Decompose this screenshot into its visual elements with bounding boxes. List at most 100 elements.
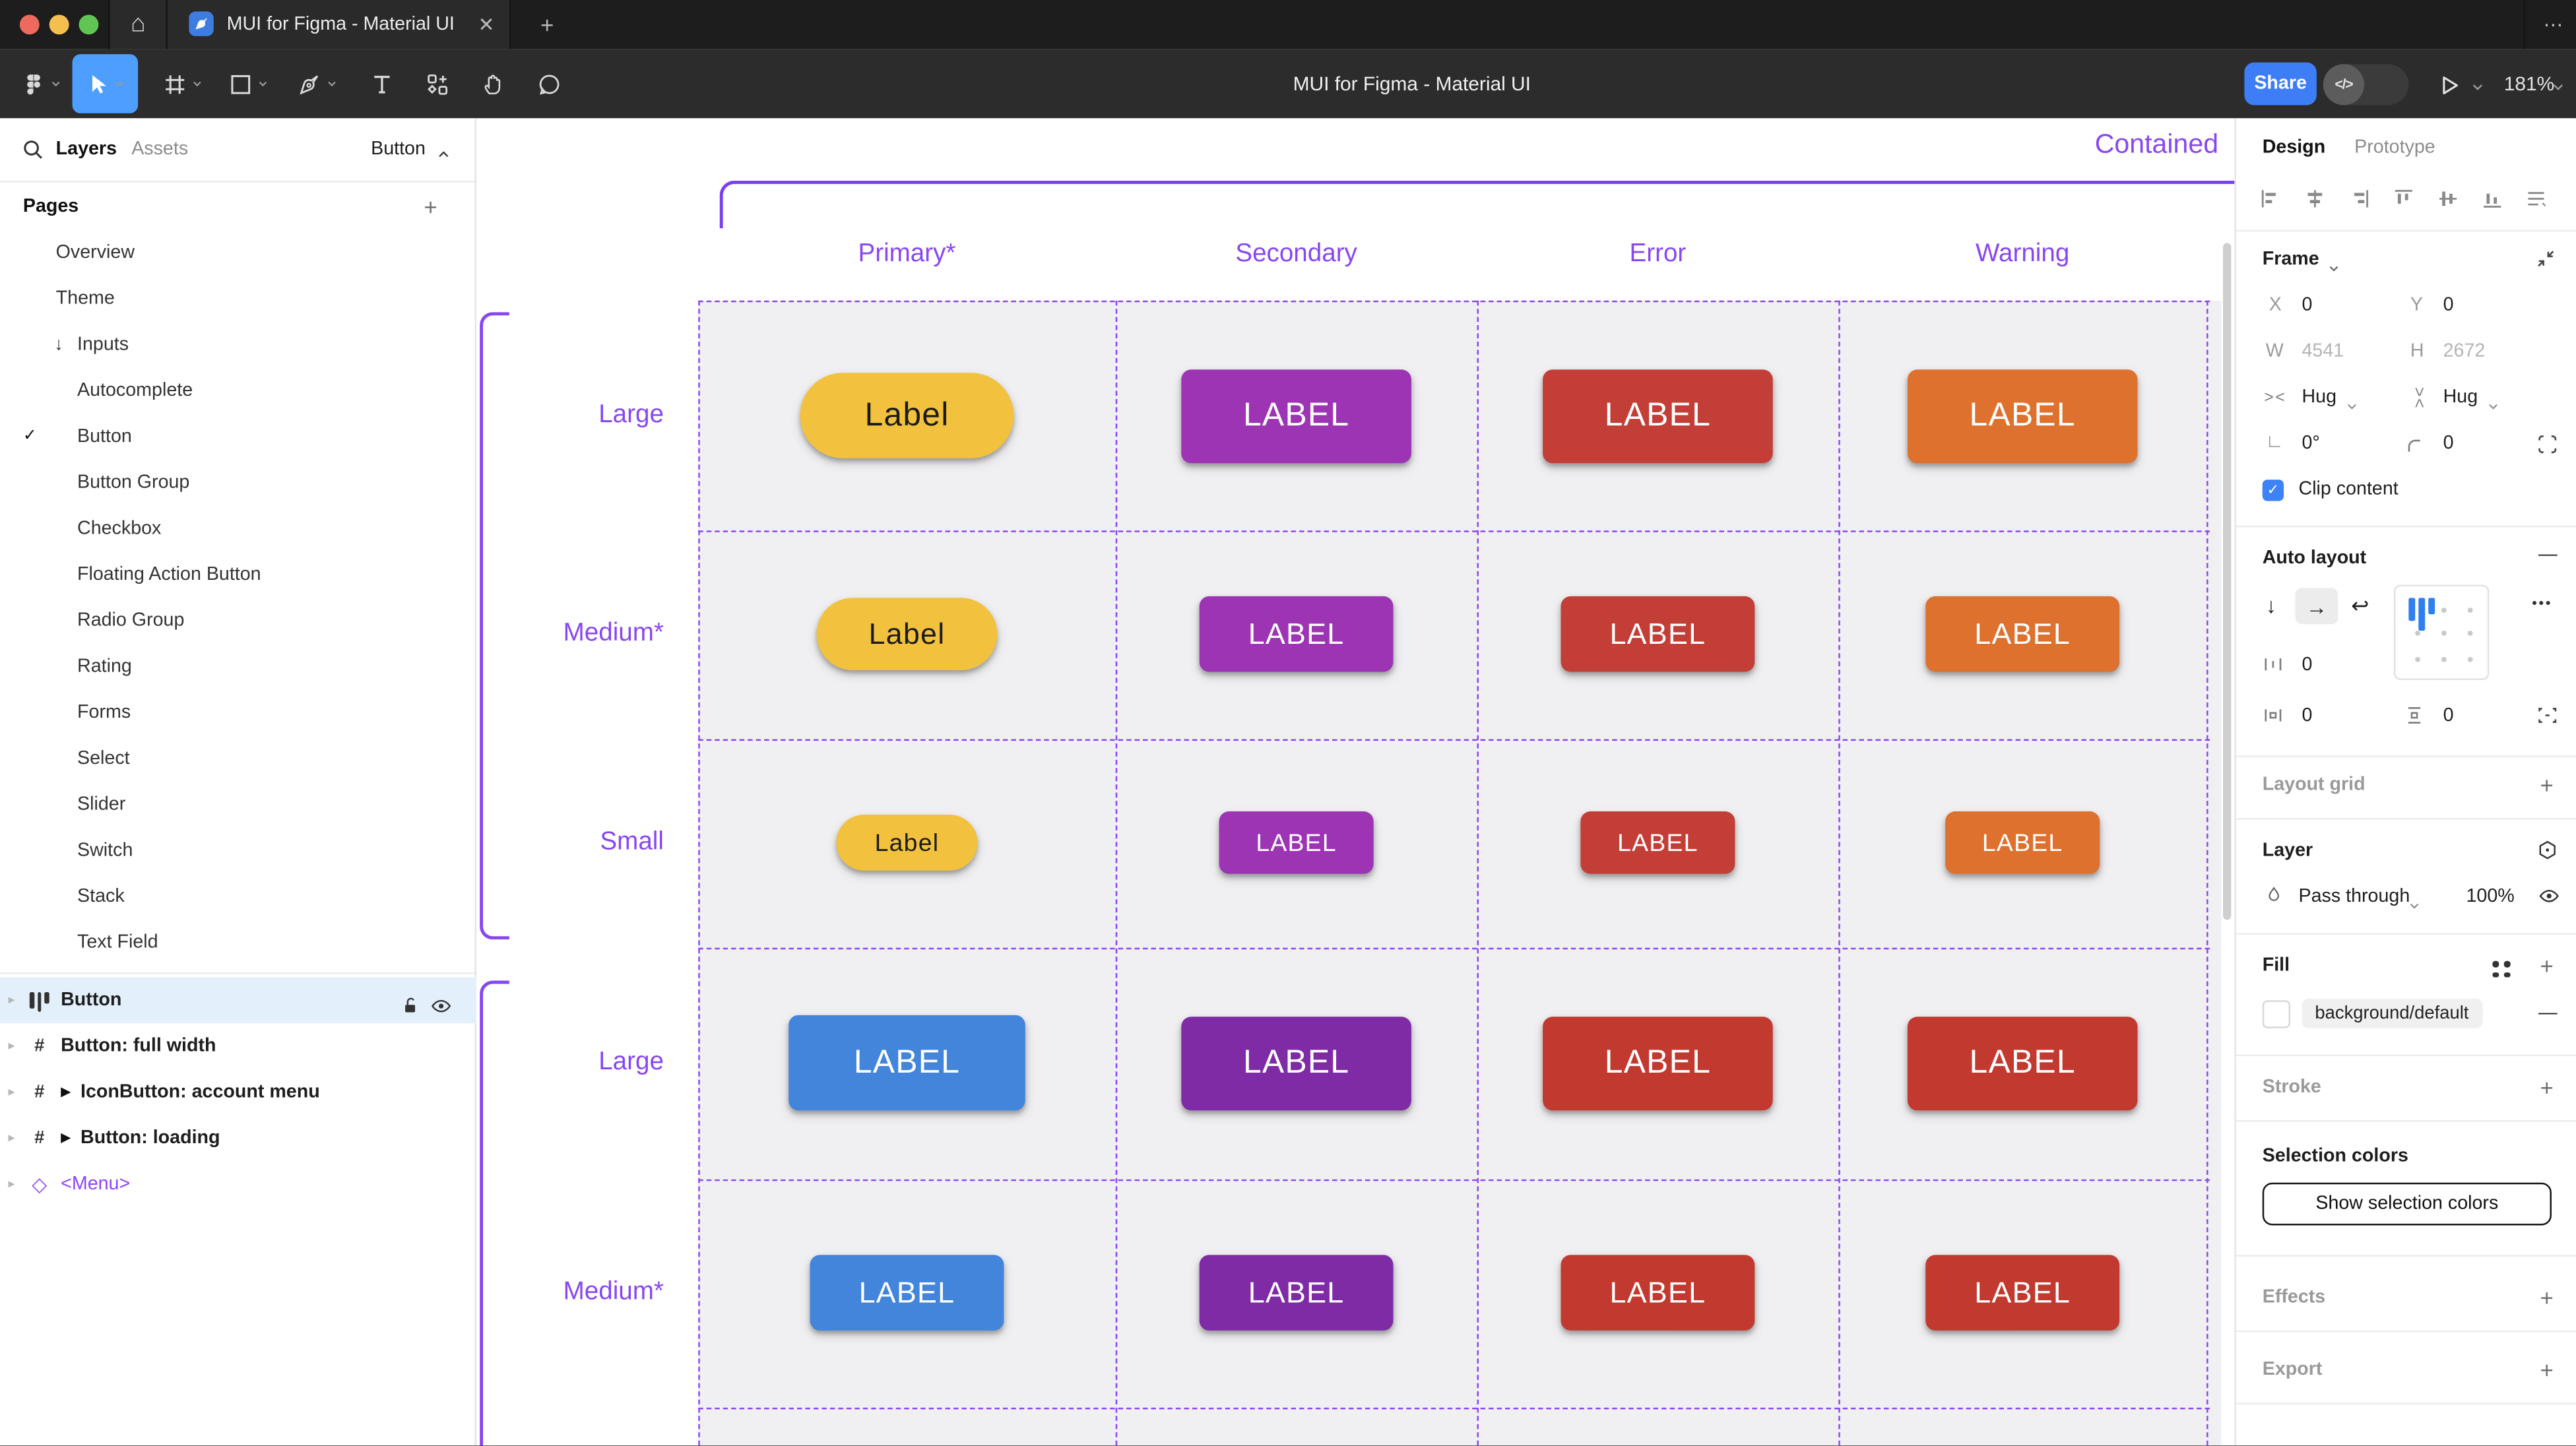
clip-content-checkbox[interactable]: ✓ bbox=[2262, 480, 2284, 501]
sidebar-page-item[interactable]: Switch bbox=[0, 828, 476, 874]
disclosure-triangle-icon[interactable]: ▸ bbox=[8, 1084, 15, 1099]
hug-horizontal-select[interactable]: Hug bbox=[2302, 387, 2337, 408]
present-icon[interactable] bbox=[2438, 49, 2461, 119]
remove-fill-button[interactable]: — bbox=[2538, 1003, 2558, 1024]
canvas-button[interactable]: LABEL bbox=[1907, 1016, 2138, 1110]
layer-row[interactable]: ▸ # Button: loading ▶ bbox=[0, 1116, 476, 1162]
canvas-button[interactable]: LABEL bbox=[1199, 596, 1394, 672]
frame-section-header[interactable]: Frame bbox=[2262, 249, 2319, 270]
unlock-icon[interactable] bbox=[401, 989, 421, 1035]
canvas[interactable]: Contained Primary* Secondary Error Warning La… bbox=[476, 118, 2235, 1446]
gap-input[interactable]: 0 bbox=[2302, 655, 2313, 676]
align-vertical-center-icon[interactable] bbox=[2437, 187, 2460, 218]
rotation-input[interactable]: 0° bbox=[2302, 433, 2320, 454]
disclosure-triangle-icon[interactable]: ▸ bbox=[8, 1038, 15, 1053]
height-input[interactable]: 2672 bbox=[2443, 341, 2486, 362]
canvas-button[interactable]: LABEL bbox=[1181, 1016, 1411, 1110]
auto-layout-alignment-widget[interactable] bbox=[2393, 584, 2490, 680]
sidebar-page-item[interactable]: Floating Action Button bbox=[0, 552, 476, 598]
sidebar-page-item[interactable]: ✓ Button bbox=[0, 414, 476, 460]
sidebar-page-item[interactable]: Slider bbox=[0, 782, 476, 828]
sidebar-page-item[interactable]: Stack bbox=[0, 874, 476, 920]
present-chevron-icon[interactable] bbox=[2469, 51, 2486, 120]
add-export-button[interactable]: + bbox=[2540, 1356, 2554, 1383]
canvas-button[interactable]: Label bbox=[836, 815, 978, 871]
comment-tool[interactable] bbox=[526, 54, 572, 113]
new-tab-button[interactable]: + bbox=[540, 11, 554, 38]
sidebar-page-item[interactable]: Forms bbox=[0, 690, 476, 736]
component-selector[interactable]: Button bbox=[371, 139, 426, 160]
align-horizontal-center-icon[interactable] bbox=[2303, 187, 2327, 218]
fill-token-chip[interactable]: background/default bbox=[2302, 998, 2482, 1028]
show-selection-colors-button[interactable]: Show selection colors bbox=[2262, 1182, 2552, 1226]
frame-tool[interactable] bbox=[154, 54, 210, 113]
disclosure-triangle-icon[interactable]: ▸ bbox=[8, 1130, 15, 1145]
close-tab-icon[interactable]: ✕ bbox=[478, 13, 495, 36]
tab-layers[interactable]: Layers bbox=[55, 139, 117, 160]
chevron-down-icon[interactable] bbox=[2327, 255, 2341, 284]
add-stroke-button[interactable]: + bbox=[2540, 1074, 2554, 1101]
layer-row[interactable]: ▸ ◇ <Menu> bbox=[0, 1161, 476, 1207]
canvas-button[interactable]: LABEL bbox=[1945, 811, 2100, 874]
tidy-up-icon[interactable] bbox=[2525, 187, 2548, 218]
zoom-window-button[interactable] bbox=[79, 15, 99, 35]
zoom-chevron-icon[interactable] bbox=[2550, 51, 2566, 120]
horizontal-padding-input[interactable]: 0 bbox=[2302, 706, 2313, 726]
visibility-eye-icon[interactable] bbox=[430, 989, 451, 1035]
canvas-button[interactable]: LABEL bbox=[1543, 369, 1773, 462]
sidebar-page-item[interactable]: Theme bbox=[0, 276, 476, 322]
remove-auto-layout-button[interactable]: — bbox=[2538, 545, 2558, 565]
hand-tool[interactable] bbox=[470, 54, 516, 113]
visibility-eye-icon[interactable] bbox=[2538, 885, 2560, 915]
corner-radius-input[interactable]: 0 bbox=[2443, 433, 2454, 454]
independent-padding-icon[interactable] bbox=[2537, 705, 2558, 734]
align-right-icon[interactable] bbox=[2348, 187, 2371, 218]
add-fill-button[interactable]: + bbox=[2540, 953, 2554, 980]
canvas-button[interactable]: LABEL bbox=[1580, 811, 1735, 874]
sidebar-page-item[interactable]: Select bbox=[0, 736, 476, 782]
y-input[interactable]: 0 bbox=[2443, 296, 2454, 316]
width-input[interactable]: 4541 bbox=[2302, 341, 2344, 362]
tab-design[interactable]: Design bbox=[2262, 138, 2326, 158]
sidebar-page-item[interactable]: Text Field bbox=[0, 920, 476, 966]
sidebar-page-item[interactable]: Radio Group bbox=[0, 598, 476, 644]
close-window-button[interactable] bbox=[19, 15, 40, 35]
auto-layout-more-icon[interactable]: ••• bbox=[2532, 594, 2553, 612]
fill-styles-icon[interactable] bbox=[2492, 960, 2510, 978]
collapse-panel-icon[interactable] bbox=[2535, 248, 2556, 278]
add-page-button[interactable]: + bbox=[424, 193, 437, 220]
disclosure-triangle-icon[interactable]: ▸ bbox=[8, 991, 15, 1007]
canvas-button[interactable]: LABEL bbox=[1925, 1255, 2120, 1331]
layer-row[interactable]: ▸ Button bbox=[0, 977, 477, 1024]
align-left-icon[interactable] bbox=[2259, 187, 2282, 218]
blend-mode-icon[interactable] bbox=[2537, 839, 2558, 869]
sidebar-page-item[interactable]: Rating bbox=[0, 644, 476, 690]
disclosure-triangle-icon[interactable]: ▸ bbox=[8, 1176, 15, 1191]
canvas-button[interactable]: LABEL bbox=[1181, 369, 1411, 462]
frame-title[interactable]: Contained bbox=[2094, 129, 2219, 160]
align-top-icon[interactable] bbox=[2392, 187, 2415, 218]
share-button[interactable]: Share bbox=[2244, 62, 2317, 106]
window-overflow-menu-button[interactable]: ⋯ bbox=[2543, 13, 2563, 36]
canvas-button[interactable]: LABEL bbox=[1543, 1016, 1773, 1110]
tab-assets[interactable]: Assets bbox=[131, 139, 189, 160]
file-tab[interactable]: MUI for Figma - Material UI ✕ bbox=[167, 0, 509, 49]
shape-tool[interactable] bbox=[220, 54, 276, 113]
sidebar-page-item[interactable]: Button Group bbox=[0, 460, 476, 506]
sidebar-page-item[interactable]: ↓ Inputs bbox=[0, 322, 476, 368]
blend-mode-select[interactable]: Pass through bbox=[2298, 887, 2410, 907]
canvas-button[interactable]: LABEL bbox=[1219, 811, 1374, 874]
text-tool[interactable] bbox=[358, 54, 404, 113]
vertical-padding-input[interactable]: 0 bbox=[2443, 706, 2454, 726]
canvas-button[interactable]: LABEL bbox=[789, 1015, 1025, 1111]
document-title[interactable]: MUI for Figma - Material UI bbox=[1293, 72, 1531, 96]
fill-color-swatch[interactable] bbox=[2262, 1000, 2291, 1028]
zoom-level[interactable]: 181% bbox=[2503, 72, 2555, 96]
x-input[interactable]: 0 bbox=[2302, 296, 2313, 316]
sidebar-page-item[interactable]: Overview bbox=[0, 230, 476, 276]
search-icon[interactable] bbox=[21, 138, 44, 169]
add-layout-grid-button[interactable]: + bbox=[2540, 772, 2554, 799]
canvas-button[interactable]: LABEL bbox=[1561, 1255, 1755, 1331]
canvas-button[interactable]: LABEL bbox=[1561, 596, 1755, 672]
layer-row[interactable]: ▸ # Button: full width bbox=[0, 1023, 476, 1069]
